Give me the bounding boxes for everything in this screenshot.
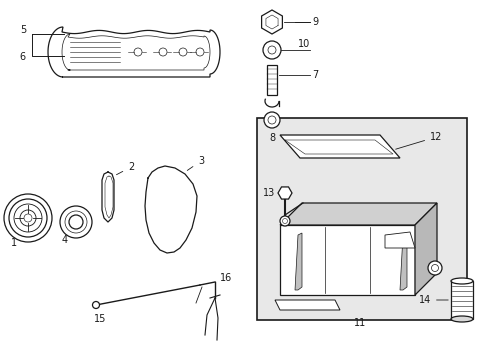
Polygon shape — [278, 187, 291, 199]
Text: 2: 2 — [116, 162, 134, 175]
Circle shape — [20, 210, 36, 226]
Text: 1: 1 — [11, 238, 17, 248]
Polygon shape — [384, 232, 414, 248]
Bar — [266, 65, 276, 95]
Circle shape — [4, 194, 52, 242]
Polygon shape — [280, 225, 414, 295]
Circle shape — [159, 48, 167, 56]
Text: 13: 13 — [262, 188, 274, 198]
Text: 7: 7 — [311, 70, 318, 80]
Polygon shape — [399, 233, 406, 290]
Text: 6: 6 — [20, 52, 26, 62]
Polygon shape — [414, 203, 436, 295]
Circle shape — [282, 219, 287, 224]
Circle shape — [263, 41, 281, 59]
Text: 10: 10 — [297, 39, 309, 49]
Text: 4: 4 — [62, 235, 68, 245]
Polygon shape — [294, 233, 302, 290]
Circle shape — [9, 199, 47, 237]
Circle shape — [267, 116, 275, 124]
Text: 3: 3 — [187, 156, 203, 170]
Polygon shape — [280, 203, 436, 225]
Circle shape — [179, 48, 186, 56]
Polygon shape — [48, 27, 220, 77]
Circle shape — [24, 214, 32, 222]
Bar — [257, 118, 466, 320]
Text: 8: 8 — [268, 133, 274, 143]
Circle shape — [267, 46, 275, 54]
Ellipse shape — [450, 316, 472, 322]
Circle shape — [69, 215, 83, 229]
Circle shape — [65, 211, 87, 233]
Circle shape — [280, 216, 289, 226]
Ellipse shape — [450, 278, 472, 284]
Polygon shape — [261, 10, 282, 34]
Text: 15: 15 — [94, 314, 106, 324]
Circle shape — [430, 265, 438, 271]
Circle shape — [134, 48, 142, 56]
Text: 14: 14 — [418, 295, 447, 305]
Text: 5: 5 — [20, 25, 26, 35]
Text: 12: 12 — [395, 132, 442, 149]
Circle shape — [60, 206, 92, 238]
Circle shape — [196, 48, 203, 56]
Text: 16: 16 — [220, 273, 232, 283]
Circle shape — [264, 112, 280, 128]
Circle shape — [427, 261, 441, 275]
Circle shape — [14, 204, 42, 232]
Polygon shape — [280, 135, 399, 158]
Text: 9: 9 — [311, 17, 318, 27]
Circle shape — [92, 302, 99, 309]
Text: 11: 11 — [353, 318, 366, 328]
Bar — [450, 281, 472, 319]
Polygon shape — [274, 300, 339, 310]
